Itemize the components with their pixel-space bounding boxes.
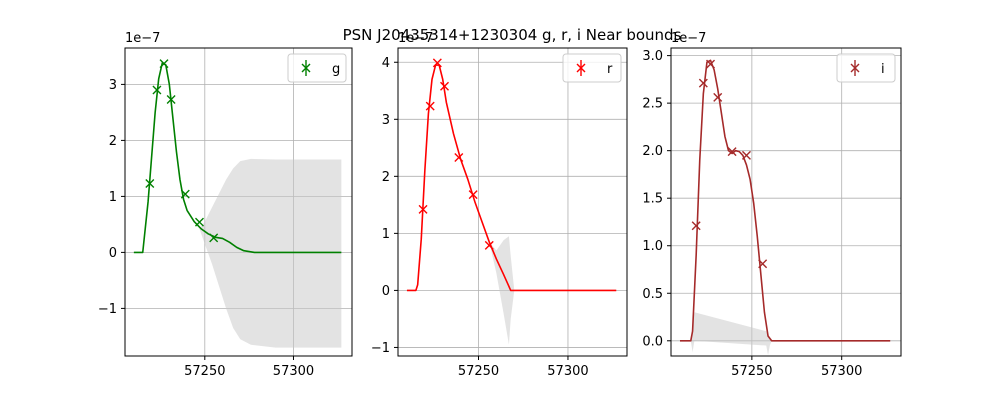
y-tick-label: 2 (382, 170, 390, 185)
y-offset-label: 1e−7 (398, 31, 433, 46)
marker-stroke (209, 233, 219, 243)
data-point (159, 59, 169, 69)
data-point (706, 59, 716, 69)
legend-marker (850, 63, 860, 73)
y-tick-label: 3 (109, 78, 117, 93)
y-offset-label: 1e−7 (125, 31, 160, 46)
y-tick-label: 0 (109, 246, 117, 261)
plot-area (679, 59, 891, 356)
marker-stroke (180, 189, 190, 199)
y-tick-label: 0 (382, 284, 390, 299)
panel-g: 57250 57300 −1 0 1 2 3 1e−7 g (98, 31, 353, 379)
x-tick-label: 57300 (273, 364, 314, 379)
legend: g (287, 53, 347, 83)
data-point (698, 78, 708, 88)
marker-stroke (758, 259, 768, 269)
x-tick-label: 57250 (458, 364, 499, 379)
y-tick-label: 3.0 (642, 49, 663, 64)
data-point (468, 190, 478, 200)
marker-stroke (691, 221, 701, 231)
legend: i (836, 53, 896, 83)
legend-box (836, 53, 896, 83)
legend-label: r (607, 62, 613, 77)
x-tick-label: 57300 (821, 364, 862, 379)
model-line-r (406, 64, 617, 292)
legend: r (562, 53, 622, 83)
y-tick-label: 2.0 (642, 144, 663, 159)
data-point (152, 85, 162, 95)
marker-stroke (440, 81, 450, 91)
x-tick-label: 57300 (547, 364, 588, 379)
y-offset-label: 1e−7 (671, 31, 706, 46)
marker-stroke (698, 78, 708, 88)
data-point (418, 204, 428, 214)
marker-stroke (706, 59, 716, 69)
legend-label: g (332, 62, 340, 77)
y-tick-label: 2.5 (642, 97, 663, 112)
legend-marker (576, 63, 586, 73)
marker-stroke (432, 58, 442, 68)
data-point (180, 189, 190, 199)
model-line-g (133, 62, 342, 254)
legend-box (562, 53, 622, 83)
marker-stroke (152, 85, 162, 95)
y-tick-label: 0.0 (642, 334, 663, 349)
data-point (209, 233, 219, 243)
data-point (691, 221, 701, 231)
legend-box (287, 53, 347, 83)
data-point (432, 58, 442, 68)
data-point (713, 92, 723, 102)
axes-frame (670, 47, 902, 357)
marker-stroke (418, 204, 428, 214)
x-tick-label: 57250 (184, 364, 225, 379)
y-tick-label: 0.5 (642, 287, 663, 302)
y-tick-label: −1 (371, 341, 390, 356)
x-tick-label: 57250 (731, 364, 772, 379)
marker-stroke (194, 217, 204, 227)
figure-title: PSN J20435314+1230304 g, r, i Near bound… (343, 26, 682, 44)
model-line-i (679, 59, 891, 342)
marker-stroke (454, 153, 464, 163)
uncertainty-band (199, 158, 342, 348)
axes-frame (124, 47, 353, 357)
data-point (425, 101, 435, 111)
data-point (741, 150, 751, 160)
legend-label: i (881, 62, 885, 77)
data-point (145, 179, 155, 189)
y-tick-label: 3 (382, 113, 390, 128)
marker-stroke (484, 240, 494, 250)
data-point (166, 95, 176, 105)
marker-stroke (159, 59, 169, 69)
marker-stroke (468, 190, 478, 200)
y-tick-label: −1 (98, 302, 117, 317)
marker-stroke (166, 95, 176, 105)
marker-stroke (145, 179, 155, 189)
marker-stroke (425, 101, 435, 111)
data-point (484, 240, 494, 250)
data-point (758, 259, 768, 269)
legend-marker (301, 63, 311, 73)
panel-r: 57250 57300 −1 0 1 2 3 4 1e−7 r (371, 31, 628, 379)
y-tick-label: 1 (382, 227, 390, 242)
y-tick-label: 1.5 (642, 192, 663, 207)
plot-area (406, 58, 617, 345)
data-point (454, 153, 464, 163)
plot-area (133, 59, 342, 348)
y-tick-label: 2 (109, 134, 117, 149)
uncertainty-band (690, 312, 772, 356)
data-point (194, 217, 204, 227)
y-tick-label: 1.0 (642, 239, 663, 254)
axes-frame (397, 47, 628, 357)
marker-stroke (727, 147, 737, 157)
data-point (727, 147, 737, 157)
panel-i: 57250 57300 0.0 0.5 1.0 1.5 2.0 2.5 3.0 1e−7 i (642, 31, 902, 379)
uncertainty-band (489, 236, 515, 345)
marker-stroke (741, 150, 751, 160)
y-tick-label: 1 (109, 190, 117, 205)
data-point (440, 81, 450, 91)
marker-stroke (713, 92, 723, 102)
y-tick-label: 4 (382, 56, 390, 71)
